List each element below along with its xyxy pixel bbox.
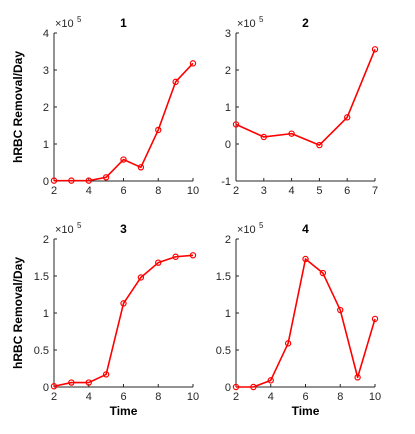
y-tick-label: 4 bbox=[43, 28, 49, 40]
data-point bbox=[50, 177, 58, 184]
subplot-title: 3 bbox=[120, 222, 127, 236]
data-point bbox=[172, 253, 179, 260]
series-line bbox=[236, 258, 376, 388]
x-tick-label: 8 bbox=[155, 185, 161, 197]
y-tick-label: 1 bbox=[225, 308, 231, 320]
y-tick-label: 1.5 bbox=[34, 271, 49, 283]
data-point bbox=[232, 121, 240, 128]
data-point bbox=[267, 377, 274, 384]
x-tick-label: 2 bbox=[51, 185, 57, 197]
y-exponent-label: ×10 bbox=[237, 224, 256, 236]
x-tick-label: 6 bbox=[120, 391, 126, 403]
data-point bbox=[371, 46, 379, 53]
x-axis-label: Time bbox=[110, 404, 138, 418]
data-point bbox=[189, 252, 197, 259]
x-tick-label: 4 bbox=[86, 391, 92, 403]
data-point bbox=[155, 259, 162, 266]
y-tick-label: 2 bbox=[43, 234, 49, 246]
y-tick-label: 0 bbox=[225, 139, 231, 151]
y-exponent-power: 5 bbox=[259, 221, 264, 230]
data-point bbox=[337, 306, 344, 314]
y-tick-label: -1 bbox=[221, 176, 231, 188]
y-tick-label: 1.5 bbox=[216, 271, 231, 283]
data-point bbox=[232, 383, 240, 391]
series-line bbox=[54, 62, 194, 182]
x-tick-label: 6 bbox=[120, 185, 126, 197]
y-tick-label: 1 bbox=[43, 308, 49, 320]
data-point bbox=[120, 300, 127, 307]
y-exponent-power: 5 bbox=[77, 15, 82, 24]
data-point bbox=[316, 141, 323, 149]
data-point bbox=[50, 383, 58, 390]
y-tick-label: 2 bbox=[225, 234, 231, 246]
x-tick-label: 6 bbox=[344, 185, 350, 197]
y-tick-label: 2 bbox=[43, 102, 49, 114]
x-tick-label: 2 bbox=[51, 391, 57, 403]
series-line bbox=[235, 48, 376, 146]
x-tick-label: 7 bbox=[372, 185, 378, 197]
x-tick-label: 4 bbox=[86, 185, 92, 197]
y-tick-label: 3 bbox=[43, 65, 49, 77]
data-point bbox=[85, 379, 92, 386]
y-tick-label: 1 bbox=[225, 102, 231, 114]
data-point bbox=[68, 379, 75, 386]
y-exponent-label: ×10 bbox=[237, 18, 256, 30]
x-tick-label: 5 bbox=[316, 185, 322, 197]
x-axis-label: Time bbox=[292, 404, 320, 418]
data-point bbox=[288, 130, 295, 137]
subplot-title: 2 bbox=[302, 16, 309, 30]
data-point bbox=[120, 156, 127, 163]
subplot-1: 2 4 6 8 10 0 1 2 3 4 ×10 5 1 hRBC Removal/Day bbox=[11, 15, 199, 197]
y-exponent-label: ×10 bbox=[55, 18, 74, 30]
y-tick-label: 0 bbox=[225, 382, 231, 394]
y-exponent-power: 5 bbox=[259, 15, 264, 24]
data-point bbox=[260, 133, 267, 141]
data-point bbox=[102, 174, 110, 181]
subplot-title: 1 bbox=[120, 16, 127, 30]
y-tick-label: 0 bbox=[43, 176, 49, 188]
data-point bbox=[172, 78, 179, 86]
subplot-3: 2 4 6 8 10 0 0.5 1 1.5 2 ×10 5 3 hRBC Removal/Day Time bbox=[11, 221, 199, 418]
data-point bbox=[302, 255, 309, 263]
data-point bbox=[319, 269, 327, 277]
data-point bbox=[371, 315, 379, 323]
y-tick-label: 1 bbox=[43, 139, 49, 151]
y-tick-label: 3 bbox=[225, 28, 231, 40]
data-point bbox=[250, 383, 257, 391]
data-point bbox=[354, 374, 361, 381]
y-tick-label: 0.5 bbox=[34, 345, 49, 357]
x-tick-label: 10 bbox=[187, 185, 199, 197]
x-tick-label: 2 bbox=[233, 391, 239, 403]
x-tick-label: 6 bbox=[302, 391, 308, 403]
subplot-title: 4 bbox=[302, 222, 309, 236]
x-tick-label: 3 bbox=[261, 185, 267, 197]
x-tick-label: 4 bbox=[289, 185, 295, 197]
y-tick-label: 0.5 bbox=[216, 345, 231, 357]
data-point bbox=[85, 177, 92, 184]
x-tick-label: 10 bbox=[187, 391, 199, 403]
data-point bbox=[102, 371, 110, 378]
data-point bbox=[68, 177, 75, 184]
y-axis-label: hRBC Removal/Day bbox=[11, 257, 25, 369]
y-exponent-power: 5 bbox=[77, 221, 82, 230]
y-axis-label: hRBC Removal/Day bbox=[11, 51, 25, 163]
data-point bbox=[137, 164, 145, 171]
x-tick-label: 8 bbox=[155, 391, 161, 403]
data-point bbox=[344, 114, 351, 121]
data-point bbox=[137, 274, 145, 281]
data-point bbox=[189, 60, 197, 67]
data-point bbox=[284, 340, 292, 347]
y-exponent-label: ×10 bbox=[55, 224, 74, 236]
y-tick-label: 2 bbox=[225, 65, 231, 77]
y-tick-label: 0 bbox=[43, 382, 49, 394]
x-tick-label: 10 bbox=[369, 391, 381, 403]
x-tick-label: 4 bbox=[268, 391, 274, 403]
x-tick-label: 8 bbox=[337, 391, 343, 403]
series-line bbox=[53, 254, 194, 388]
data-point bbox=[155, 126, 162, 134]
subplot-4: 2 4 6 8 10 0 0.5 1 1.5 2 ×10 5 4 Time bbox=[216, 221, 381, 418]
x-tick-label: 2 bbox=[233, 185, 239, 197]
